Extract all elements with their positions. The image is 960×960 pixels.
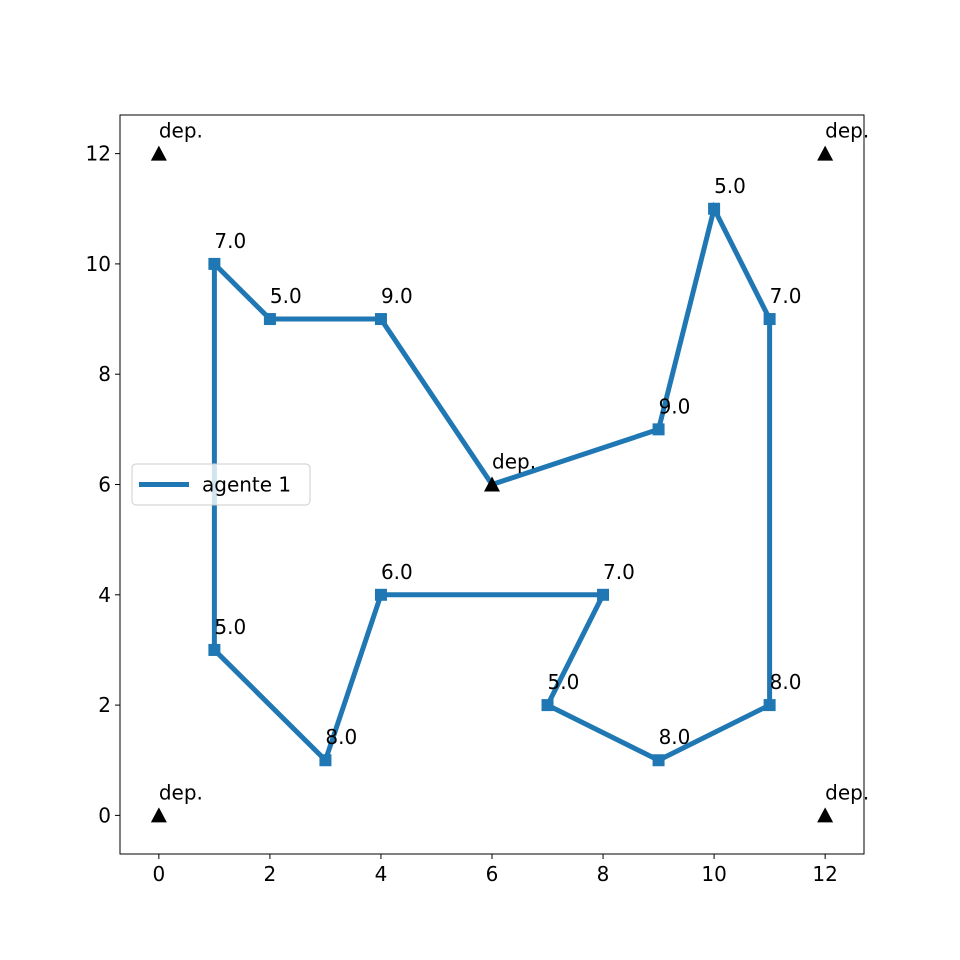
point-annotation: 7.0	[214, 229, 246, 253]
y-tick-label: 6	[98, 473, 111, 497]
y-tick-label: 10	[86, 252, 111, 276]
y-tick-label: 2	[98, 693, 111, 717]
point-annotation: 5.0	[714, 174, 746, 198]
depot-label: dep.	[825, 119, 869, 143]
route-layer	[208, 201, 776, 767]
x-tick-label: 10	[701, 862, 726, 886]
x-tick-label: 0	[152, 862, 165, 886]
depot-label: dep.	[825, 780, 869, 804]
route-point	[708, 202, 721, 215]
x-tick-label: 8	[597, 862, 610, 886]
point-annotation: 5.0	[214, 615, 246, 639]
point-annotation: 6.0	[381, 560, 413, 584]
plot-frame	[119, 114, 865, 855]
depot-label: dep.	[159, 119, 203, 143]
y-tick-label: 4	[98, 583, 111, 607]
depot-marker	[150, 807, 167, 823]
point-annotation: 7.0	[603, 560, 635, 584]
depot-marker	[817, 807, 834, 823]
axis-ticks: 0 2 4 6 8 10 12 0 2 4 6 8 10 12	[86, 142, 838, 886]
depot-marker	[817, 145, 834, 161]
depot-marker	[150, 145, 167, 161]
route-point	[597, 588, 610, 601]
point-annotation: 5.0	[270, 284, 302, 308]
depot-marker	[484, 476, 500, 492]
route-point	[652, 754, 665, 767]
route-point	[374, 588, 387, 601]
y-tick-label: 0	[98, 803, 111, 827]
legend-box	[131, 463, 311, 506]
route-point	[763, 313, 776, 326]
annotation-layer: 9.0 5.0 7.0 5.0 8.0 6.0 7.0 5.0 8.0 8.0 7.0 5.0 9.0	[214, 174, 801, 749]
route-point	[541, 699, 554, 712]
point-annotation: 8.0	[770, 670, 802, 694]
x-tick-label: 6	[486, 862, 499, 886]
depot-layer: dep. dep. dep. dep. dep.	[150, 119, 869, 823]
legend: agente 1	[131, 463, 311, 506]
route-point	[208, 257, 221, 270]
point-annotation: 9.0	[659, 394, 691, 418]
y-tick-label: 12	[86, 142, 111, 166]
route-point	[263, 313, 276, 326]
point-annotation: 7.0	[770, 284, 802, 308]
point-annotation: 5.0	[548, 670, 580, 694]
depot-label: dep.	[159, 780, 203, 804]
route-point	[374, 313, 387, 326]
route-point	[652, 423, 665, 436]
x-tick-label: 12	[812, 862, 837, 886]
point-annotation: 8.0	[659, 725, 691, 749]
point-annotation: 8.0	[325, 725, 357, 749]
route-point	[763, 699, 776, 712]
depot-label: dep.	[492, 450, 536, 474]
legend-label: agente 1	[202, 473, 291, 497]
route-point	[319, 754, 332, 767]
point-annotation: 9.0	[381, 284, 413, 308]
x-tick-label: 2	[264, 862, 277, 886]
y-tick-label: 8	[98, 362, 111, 386]
route-point	[208, 643, 221, 656]
x-tick-label: 4	[375, 862, 388, 886]
